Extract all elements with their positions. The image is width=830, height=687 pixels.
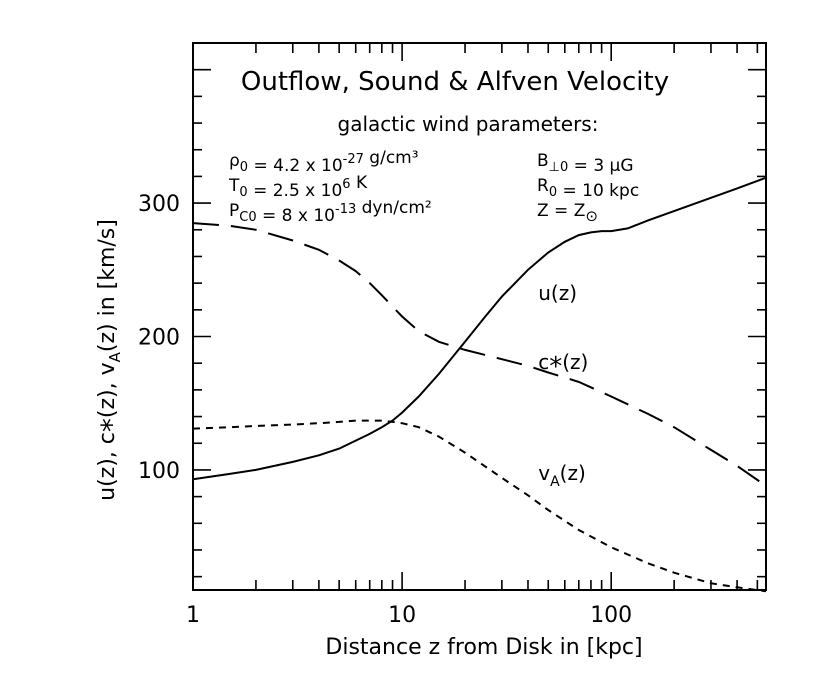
ylabel-part: (z) in [km/s] bbox=[95, 219, 120, 352]
param-unit: g/cm³ bbox=[364, 148, 419, 168]
ylabel-part: u(z), c bbox=[95, 432, 120, 501]
x-tick-label: 10 bbox=[388, 603, 416, 628]
y-tick-label: 100 bbox=[138, 459, 180, 484]
plot-frame bbox=[192, 42, 767, 591]
series-label-sub: * bbox=[549, 352, 562, 382]
param-left-1: T0 = 2.5 x 106 K bbox=[228, 173, 368, 201]
param-superscript: -13 bbox=[335, 202, 356, 217]
param-subscript: 0 bbox=[240, 160, 248, 175]
param-value: = 8 x 10 bbox=[257, 206, 335, 226]
chart-title: Outflow, Sound & Alfven Velocity bbox=[241, 67, 669, 97]
param-unit: K bbox=[351, 173, 368, 193]
series-label-tail: (z) bbox=[560, 461, 586, 485]
sun-symbol: ⊙ bbox=[585, 207, 598, 225]
x-tick-label: 100 bbox=[590, 603, 632, 628]
ylabel-part: (z), v bbox=[95, 362, 120, 418]
x-tick-label: 1 bbox=[186, 603, 200, 628]
series-line-1 bbox=[192, 222, 767, 487]
param-symbol: B bbox=[537, 151, 549, 171]
param-symbol: Z bbox=[537, 201, 549, 221]
param-subscript: 0 bbox=[549, 185, 557, 200]
series-label-2: vA(z) bbox=[538, 461, 586, 490]
series-line-2 bbox=[192, 419, 767, 593]
series-label-main: v bbox=[538, 461, 550, 485]
series-label-main: c bbox=[538, 350, 549, 374]
curves bbox=[192, 176, 767, 593]
curve-labels: u(z)c*(z)vA(z) bbox=[538, 281, 588, 490]
param-symbol: ρ bbox=[229, 151, 240, 171]
y-axis-label: u(z), c*(z), vA(z) in [km/s] bbox=[95, 219, 128, 501]
param-value: = 10 kpc bbox=[557, 181, 639, 201]
param-value: = 3 μG bbox=[568, 156, 633, 176]
param-right-0: B⊥0 = 3 μG bbox=[537, 151, 634, 176]
y-tick-label: 200 bbox=[138, 326, 180, 351]
ylabel-sub: A bbox=[106, 351, 124, 362]
series-line-0 bbox=[192, 176, 767, 481]
series-label-main: u(z) bbox=[538, 281, 577, 305]
y-tick-label: 300 bbox=[138, 192, 180, 217]
x-axis-label: Distance z from Disk in [kpc] bbox=[325, 635, 642, 660]
param-subscript: ⊥0 bbox=[549, 160, 569, 175]
param-value: = 4.2 x 10 bbox=[248, 156, 343, 176]
param-symbol: R bbox=[537, 176, 549, 196]
param-value: = 2.5 x 10 bbox=[248, 181, 343, 201]
param-value: = Z bbox=[549, 201, 586, 221]
param-subscript: C0 bbox=[239, 210, 256, 225]
series-label-1: c*(z) bbox=[538, 350, 588, 382]
param-superscript: -27 bbox=[343, 152, 364, 167]
param-right-2: Z = Z⊙ bbox=[537, 201, 598, 225]
ylabel-star: * bbox=[95, 418, 128, 432]
series-label-0: u(z) bbox=[538, 281, 577, 305]
param-subscript: 0 bbox=[239, 185, 247, 200]
param-left-0: ρ0 = 4.2 x 10-27 g/cm³ bbox=[229, 148, 419, 176]
param-right-1: R0 = 10 kpc bbox=[537, 176, 639, 201]
param-symbol: P bbox=[229, 201, 239, 221]
series-label-tail: (z) bbox=[562, 350, 588, 374]
chart-subtitle: galactic wind parameters: bbox=[338, 112, 599, 136]
param-unit: dyn/cm² bbox=[356, 198, 431, 218]
series-label-sub: A bbox=[550, 474, 560, 490]
param-symbol: T bbox=[228, 176, 240, 196]
ticks: 1 10 100 100 200 300 bbox=[138, 42, 766, 628]
param-left-2: PC0 = 8 x 10-13 dyn/cm² bbox=[229, 198, 432, 226]
param-superscript: 6 bbox=[342, 177, 350, 192]
